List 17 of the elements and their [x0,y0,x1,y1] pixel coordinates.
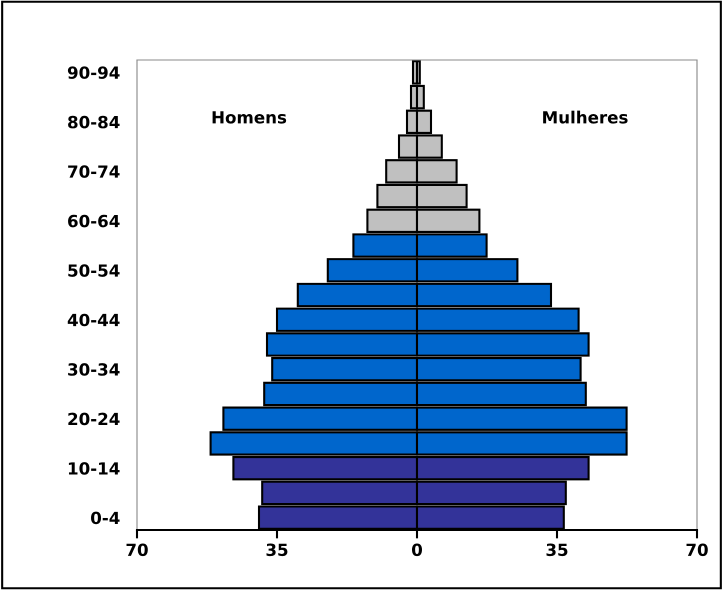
y-tick-label: 90-94 [68,66,120,79]
y-tick-label: 10-14 [68,462,120,475]
annotation: Mulheres [543,110,628,124]
y-tick-label: 40-44 [68,314,120,326]
x-tick-label: 35 [546,543,568,556]
y-tick-label: 30-34 [68,363,120,376]
x-tick-label: 0 [412,543,422,556]
y-tick-label: 20-24 [68,412,120,426]
y-tick-label: 0-4 [91,512,120,524]
y-tick-label: 70-74 [68,165,120,178]
x-tick-label: 70 [686,543,708,556]
y-tick-label: 60-64 [68,214,120,228]
x-tick-label: 35 [266,543,288,556]
annotation: Homens [212,111,286,124]
x-tick-label: 70 [126,543,148,556]
y-tick-label: 80-84 [68,116,120,128]
y-tick-label: 50-54 [68,264,120,277]
